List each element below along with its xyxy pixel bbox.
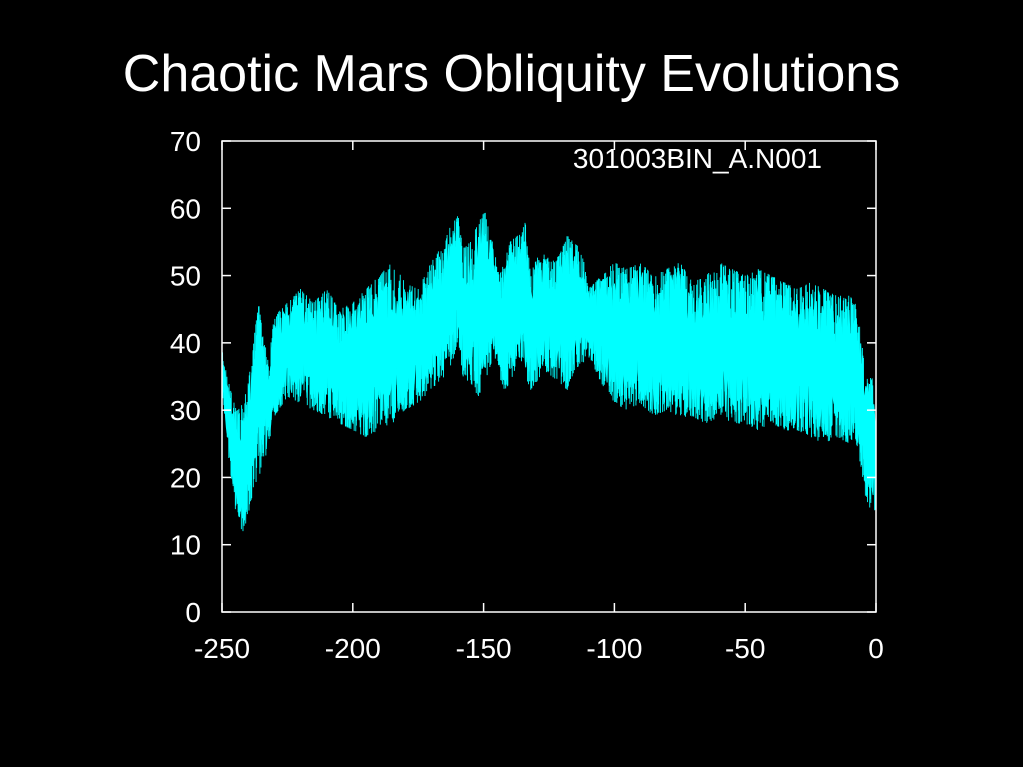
y-tick-label: 60	[170, 193, 201, 224]
y-tick-label: 20	[170, 462, 201, 493]
y-tick-label: 30	[170, 395, 201, 426]
x-tick-label: -200	[325, 633, 381, 664]
y-tick-label: 40	[170, 328, 201, 359]
series-line	[221, 212, 877, 532]
x-tick-label: -150	[456, 633, 512, 664]
x-tick-label: 0	[868, 633, 884, 664]
y-tick-label: 0	[185, 597, 201, 628]
y-tick-label: 70	[170, 126, 201, 157]
x-tick-label: -100	[586, 633, 642, 664]
chart-annotation: 301003BIN_A.N001	[573, 143, 822, 174]
slide-title: Chaotic Mars Obliquity Evolutions	[122, 45, 901, 103]
x-tick-label: -50	[725, 633, 765, 664]
plot-frame	[221, 140, 877, 613]
series-layer	[221, 212, 877, 532]
x-tick-label: -250	[194, 633, 250, 664]
y-tick-label: 50	[170, 261, 201, 292]
y-tick-label: 10	[170, 530, 201, 561]
ticks-layer: -250 -200 -150 -100 -50 0 0 10 20 30 40 50 60 70	[170, 126, 884, 664]
